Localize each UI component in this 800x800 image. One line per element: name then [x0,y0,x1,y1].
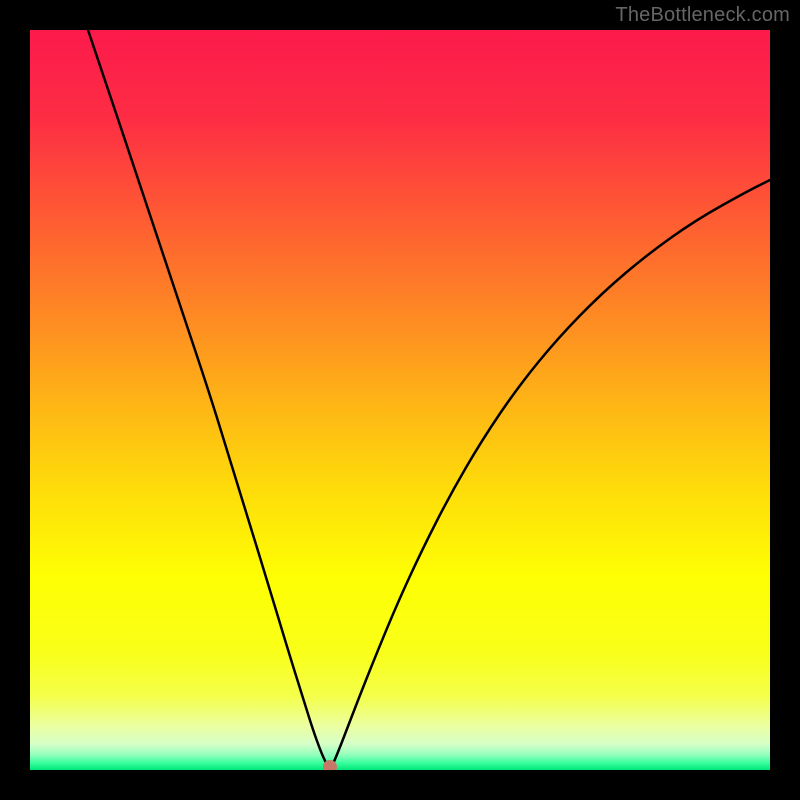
plot-area [30,30,770,770]
watermark-text: TheBottleneck.com [615,4,790,27]
bottleneck-curve [30,30,770,770]
optimum-marker [323,760,337,770]
